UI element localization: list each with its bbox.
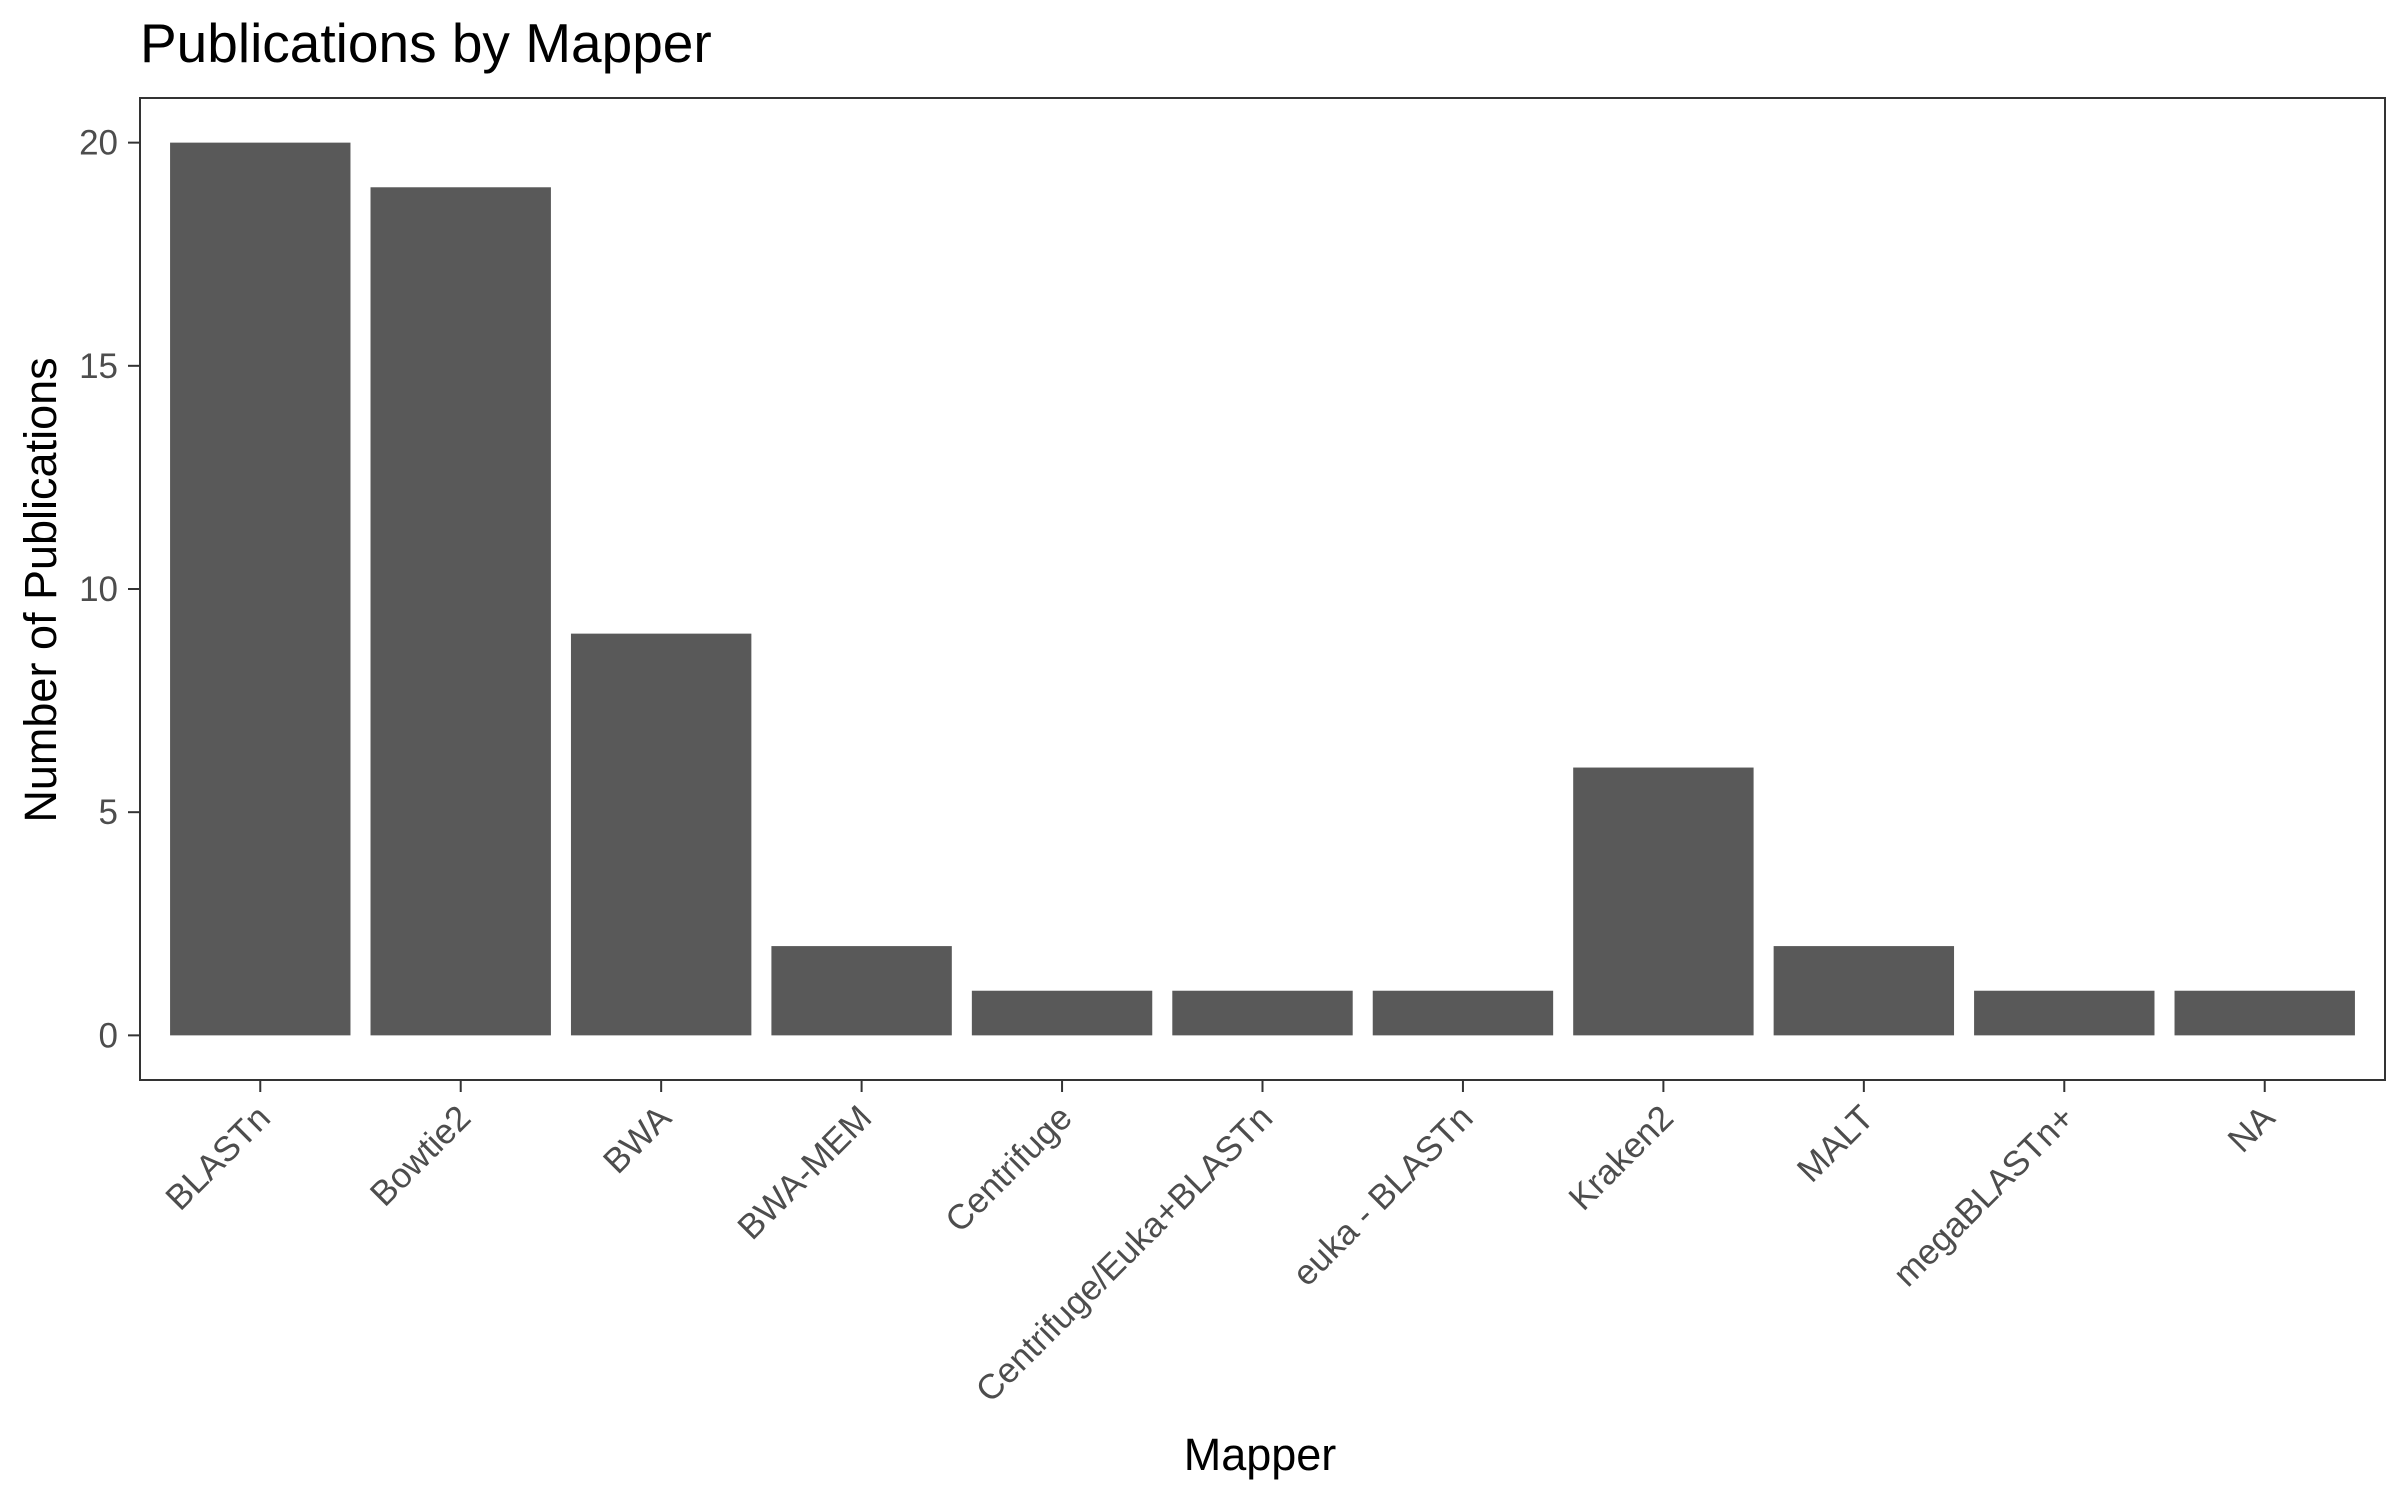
bar-bwa (570, 633, 752, 1036)
y-tick-label: 5 (99, 793, 118, 832)
x-tick-label: Kraken2 (1561, 1098, 1681, 1218)
x-tick-label: BWA-MEM (730, 1098, 879, 1247)
bar-bowtie2 (370, 187, 551, 1036)
bar-malt (1773, 946, 1955, 1036)
y-axis: 0 5 10 15 20 (79, 124, 140, 1055)
bar-kraken2 (1573, 767, 1754, 1036)
bar-na (2174, 990, 2355, 1036)
y-tick-label: 10 (79, 570, 118, 609)
bar-megablastn (1974, 990, 2155, 1036)
bar-centrifuge (971, 990, 1153, 1036)
x-tick-label: BLASTn (158, 1098, 278, 1218)
y-tick-label: 15 (79, 347, 118, 386)
x-tick-label: BWA (596, 1098, 679, 1181)
x-tick-label: Centrifuge (938, 1098, 1080, 1240)
bar-centrifuge-euka-blastn (1172, 990, 1353, 1036)
bar-euka-blastn (1372, 990, 1554, 1036)
y-axis-title: Number of Publications (15, 357, 66, 822)
y-tick-label: 20 (79, 124, 118, 163)
x-axis-title: Mapper (1184, 1429, 1337, 1480)
y-tick-label: 0 (99, 1016, 118, 1055)
bar-bwa-mem (771, 946, 952, 1036)
x-tick-label: megaBLASTn+ (1886, 1098, 2082, 1294)
chart-title: Publications by Mapper (140, 12, 712, 74)
bar-blastn (170, 142, 351, 1036)
x-tick-label: Bowtie2 (363, 1098, 479, 1214)
bars (170, 142, 2355, 1036)
x-tick-label: MALT (1790, 1098, 1882, 1190)
x-axis: BLASTn Bowtie2 BWA BWA-MEM CentrifugeCentrif… (158, 1080, 2283, 1410)
x-tick-label: NA (2220, 1098, 2282, 1160)
x-tick-label: euka - BLASTn (1285, 1098, 1480, 1293)
